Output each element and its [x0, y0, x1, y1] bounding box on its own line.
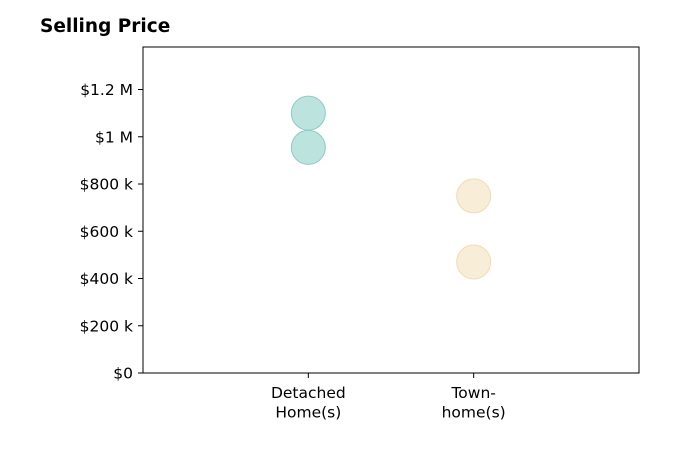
data-point — [290, 95, 326, 131]
x-tick-label-line: home(s) — [442, 404, 506, 422]
data-point — [290, 129, 326, 165]
data-point — [456, 244, 492, 280]
y-tick-label: $1 M — [95, 128, 133, 146]
plot-frame — [142, 46, 640, 374]
y-tick-label: $0 — [113, 365, 133, 383]
data-points — [290, 95, 492, 280]
x-tick-label-line: Detached — [271, 384, 346, 402]
data-point — [456, 178, 492, 214]
y-tick-label: $600 k — [80, 223, 133, 241]
chart-title: Selling Price — [40, 16, 171, 37]
y-tick-label: $400 k — [80, 270, 133, 288]
axes: $0 $200 k $400 k $600 k $800 k $1 M $1.2 M Deta… — [80, 81, 506, 421]
x-tick-label: Detached Home(s) — [271, 384, 346, 422]
y-tick-label: $1.2 M — [80, 81, 133, 99]
y-tick-label: $200 k — [80, 317, 133, 335]
x-tick-label-line: Home(s) — [275, 404, 341, 422]
x-tick-label: Town-home(s) — [442, 384, 506, 422]
y-tick-label: $800 k — [80, 176, 133, 194]
x-tick-label-line: Town- — [450, 384, 495, 402]
